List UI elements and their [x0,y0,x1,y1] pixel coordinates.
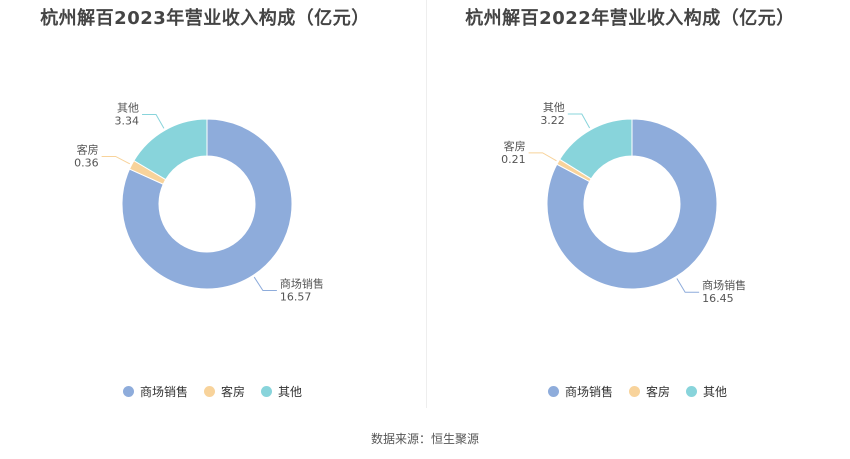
legend-item-商场销售[interactable]: 商场销售 [122,383,188,400]
donut-slice-商场销售[interactable] [546,118,718,290]
label-leader-line [528,152,557,162]
slice-label-value: 16.45 [702,292,734,305]
slice-label-name: 客房 [77,142,99,156]
chart-title: 杭州解百2023年营业收入构成（亿元） [40,8,370,29]
legend-item-客房[interactable]: 客房 [203,383,245,400]
slice-label-name: 其他 [117,101,139,114]
chart-panel-2022: 杭州解百2022年营业收入构成（亿元） 商场销售 16.45 客房 0.21 其他 3.2… [425,0,850,420]
legend-item-其他[interactable]: 其他 [261,383,302,400]
legend: 商场销售 客房 其他 [425,383,850,400]
donut-slice-其他[interactable] [558,118,633,180]
legend-item-商场销售[interactable]: 商场销售 [547,383,613,400]
slice-label-value: 0.36 [74,156,99,169]
legend-label: 商场销售 [564,385,613,399]
slice-label-value: 3.34 [115,114,140,127]
label-leader-line [142,113,165,129]
legend-label: 其他 [703,385,728,399]
slice-label-name: 商场销售 [702,278,746,292]
data-source: 数据来源：恒生聚源 [370,432,479,446]
legend-label: 商场销售 [139,385,188,399]
slice-label-name: 客房 [504,139,526,153]
donut-slice-其他[interactable] [133,118,208,181]
label-leader-line [567,113,591,129]
legend-item-客房[interactable]: 客房 [628,383,670,400]
slice-label-name: 其他 [543,101,565,114]
legend-label: 客房 [220,385,245,399]
legend-item-其他[interactable]: 其他 [686,383,727,400]
slice-label-name: 商场销售 [280,277,324,291]
slice-label-value: 3.22 [540,114,565,127]
label-leader-line [101,155,131,165]
legend-marker [686,386,697,397]
legend-label: 其他 [278,385,303,399]
slice-label-value: 0.21 [501,153,526,166]
label-leader-line [253,276,277,292]
chart-panel-2023: 杭州解百2023年营业收入构成（亿元） 商场销售 16.57 客房 0.36 其他 3.3… [0,0,425,420]
slice-label-value: 16.57 [280,291,312,304]
chart-title: 杭州解百2022年营业收入构成（亿元） [465,8,795,29]
legend: 商场销售 客房 其他 [0,383,425,400]
legend-marker [261,386,272,397]
legend-marker [628,386,640,397]
legend-label: 客房 [645,385,670,399]
donut-slice-商场销售[interactable] [121,118,293,290]
legend-marker [203,386,215,397]
legend-marker [547,386,559,397]
panel-divider [426,0,427,408]
label-leader-line [676,278,700,293]
legend-marker [122,386,134,397]
